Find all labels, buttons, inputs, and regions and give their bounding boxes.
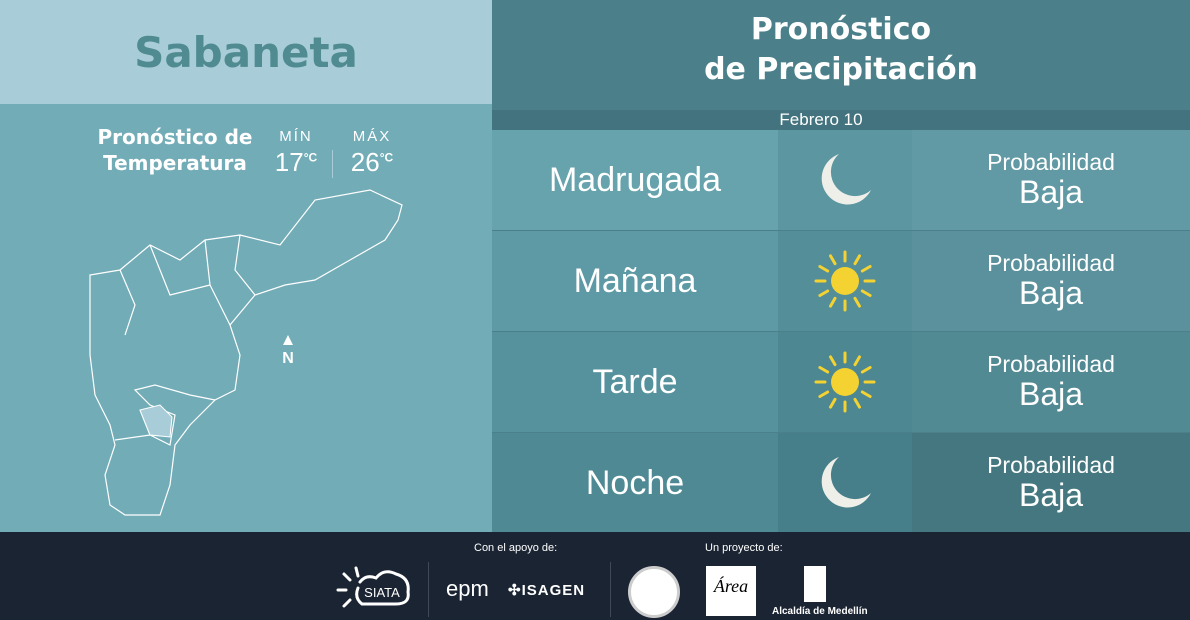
divider (428, 562, 429, 617)
map-boundaries (119, 234, 256, 336)
temperature-title-line1: Pronóstico de (97, 125, 253, 149)
sun-icon (778, 332, 912, 432)
footer: Con el apoyo de: Un proyecto de: SIATA e… (0, 532, 1190, 620)
probability: Probabilidad Baja (912, 130, 1190, 230)
moon-icon (778, 130, 912, 230)
min-label: MÍN (279, 128, 313, 145)
support-label: Con el apoyo de: (474, 542, 558, 554)
temperature-title: Pronóstico de Temperatura (90, 124, 260, 176)
forecast-row: Madrugada Probabilidad Baja (492, 130, 1190, 230)
forecast-row: Mañana Probabilidad Baja (492, 231, 1190, 331)
moon-icon (778, 433, 912, 533)
sabaneta-highlight (139, 404, 173, 438)
probability-label: Probabilidad (987, 350, 1115, 377)
precipitation-title: Pronóstico de Precipitación (492, 0, 1190, 110)
north-label: N (282, 350, 294, 367)
north-arrow-icon (283, 335, 293, 345)
max-label: MÁX (352, 128, 392, 145)
divider (332, 150, 333, 178)
forecast-row: Tarde Probabilidad Baja (492, 332, 1190, 432)
max-unit: °C (379, 150, 394, 165)
alcaldia-shield-logo (804, 566, 826, 602)
probability: Probabilidad Baja (912, 231, 1190, 331)
precipitation-title-line2: de Precipitación (704, 52, 978, 87)
divider (610, 562, 611, 617)
location-title: Sabaneta (134, 27, 358, 77)
probability-value: Baja (1018, 275, 1084, 312)
period-label: Mañana (492, 231, 778, 331)
probability-label: Probabilidad (987, 451, 1115, 478)
isagen-logo: ✣ISAGEN (508, 582, 586, 599)
probability: Probabilidad Baja (912, 433, 1190, 533)
probability-value: Baja (1018, 477, 1084, 514)
min-unit: °C (303, 150, 318, 165)
precipitation-title-line1: Pronóstico (750, 12, 932, 47)
epm-logo: epm (446, 576, 489, 601)
temperature-title-line2: Temperatura (103, 151, 247, 175)
probability: Probabilidad Baja (912, 332, 1190, 432)
area-metropolitana-logo: Área (706, 566, 756, 616)
temperature-panel: Sabaneta Pronóstico de Temperatura MÍN 17°… (0, 0, 492, 532)
sun-icon (778, 231, 912, 331)
precipitation-panel: Pronóstico de Precipitación Febrero 10 Ma… (492, 0, 1190, 533)
university-seal-logo (628, 566, 680, 618)
period-label: Madrugada (492, 130, 778, 230)
period-label: Noche (492, 433, 778, 533)
project-label: Un proyecto de: (705, 542, 783, 554)
max-value: 26 (350, 147, 380, 177)
alcaldia-logo: Alcaldía de Medellín (772, 606, 868, 617)
forecast-date: Febrero 10 (492, 110, 1190, 130)
probability-value: Baja (1018, 376, 1084, 413)
min-temperature: MÍN 17°C (266, 128, 326, 178)
probability-label: Probabilidad (987, 148, 1115, 175)
map-outline (89, 189, 403, 516)
location-header: Sabaneta (0, 0, 492, 104)
probability-value: Baja (1018, 174, 1084, 211)
svg-text:SIATA: SIATA (364, 585, 400, 600)
municipality-map: N (89, 189, 403, 516)
period-label: Tarde (492, 332, 778, 432)
probability-label: Probabilidad (987, 249, 1115, 276)
max-temperature: MÁX 26°C (342, 128, 402, 178)
min-value: 17 (274, 147, 304, 177)
forecast-row: Noche Probabilidad Baja (492, 433, 1190, 533)
siata-logo: SIATA (336, 564, 416, 612)
